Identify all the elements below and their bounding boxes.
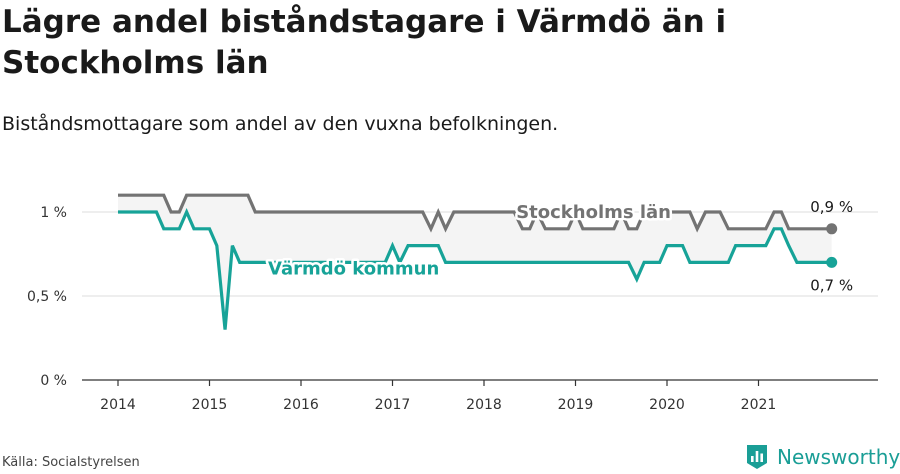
x-tick-label: 2020 <box>649 397 685 413</box>
series-labels: Stockholms län 0,9 % Värmdö kommun 0,7 % <box>266 198 854 295</box>
brand-name: Newsworthy <box>777 445 900 469</box>
end-value-label-stockholm: 0,9 % <box>810 198 853 216</box>
y-tick-label: 1 % <box>40 205 67 221</box>
x-axis: 2014 2015 2016 2017 2018 2019 2020 2021 <box>82 379 878 413</box>
x-tick-label: 2018 <box>466 397 502 413</box>
page-title: Lägre andel biståndstagare i Värmdö än i… <box>2 4 727 81</box>
end-point-stockholm <box>826 223 838 235</box>
x-tick-label: 2016 <box>283 397 319 413</box>
x-tick-label: 2015 <box>192 397 228 413</box>
series-line-varmdo <box>118 207 832 330</box>
x-tick-label: 2014 <box>100 397 136 413</box>
chart-subtitle: Biståndsmottagare som andel av den vuxna… <box>2 113 559 135</box>
series-lines <box>118 193 838 330</box>
y-tick-label: 0 % <box>40 373 67 389</box>
series-label-varmdo: Värmdö kommun <box>268 258 439 279</box>
x-tick-label: 2017 <box>375 397 411 413</box>
series-label-stockholm: Stockholms län <box>516 202 671 223</box>
x-tick-label: 2021 <box>741 397 777 413</box>
line-chart: 0 % 0,5 % 1 % 2014 2015 2016 2017 2018 2019 2020… <box>27 193 878 413</box>
y-tick-label: 0,5 % <box>27 289 67 305</box>
series-line-stockholm <box>118 193 832 233</box>
source-note: Källa: Socialstyrelsen <box>2 455 140 470</box>
x-tick-label: 2019 <box>558 397 594 413</box>
end-point-varmdo <box>826 256 838 268</box>
brand-logo: Newsworthy <box>745 441 900 473</box>
y-tick-labels: 0 % 0,5 % 1 % <box>27 205 67 389</box>
newsworthy-logo-icon <box>747 445 767 469</box>
end-value-label-varmdo: 0,7 % <box>810 276 853 294</box>
